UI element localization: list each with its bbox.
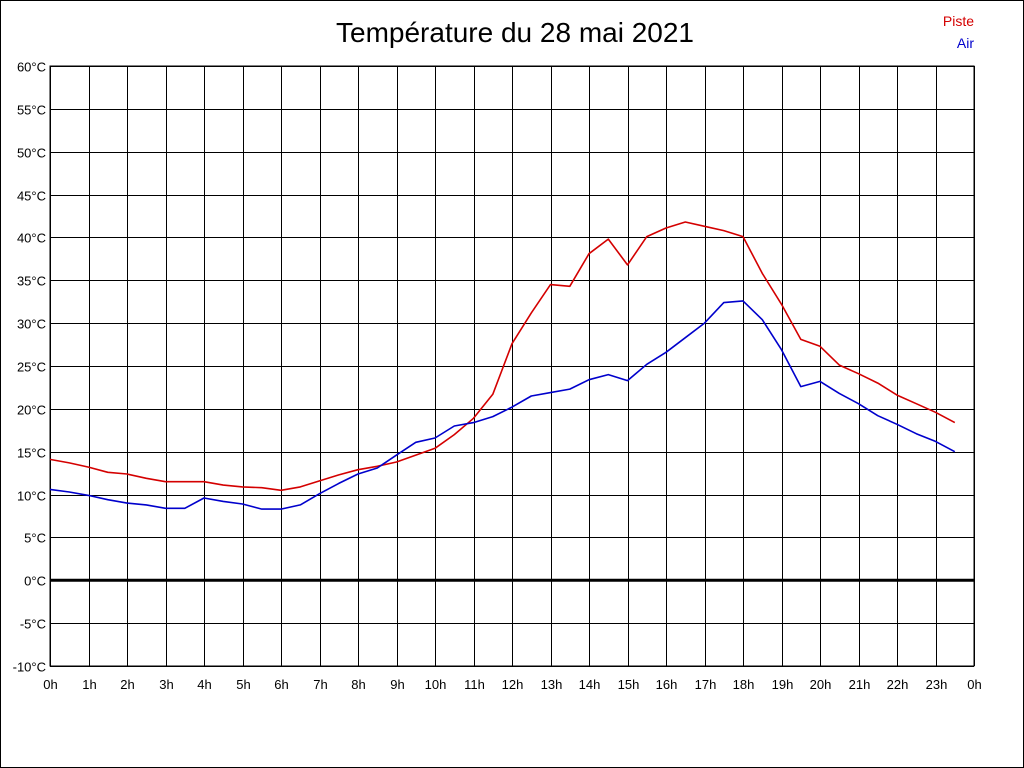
x-tick-label: 22h <box>887 677 909 692</box>
y-tick-label: 50°C <box>17 146 46 161</box>
x-tick-label: 14h <box>579 677 601 692</box>
x-tick-label: 4h <box>197 677 211 692</box>
x-tick-label: 1h <box>82 677 96 692</box>
x-tick-label: 15h <box>618 677 640 692</box>
y-tick-label: 40°C <box>17 231 46 246</box>
x-tick-label: 13h <box>541 677 563 692</box>
x-tick-label: 20h <box>810 677 832 692</box>
series-line-piste <box>49 221 956 492</box>
x-tick-label: 2h <box>120 677 134 692</box>
y-tick-label: 55°C <box>17 103 46 118</box>
y-tick-label: 10°C <box>17 489 46 504</box>
x-tick-label: 18h <box>733 677 755 692</box>
tick-labels: 0h 1h 2h 3h 4h 5h 6h 7h 8h 9h 10h 11h 12h 13h 14h 15h 16… <box>13 60 982 693</box>
y-tick-label: 25°C <box>17 360 46 375</box>
series-line-air <box>49 300 956 510</box>
x-tick-label: 21h <box>849 677 871 692</box>
x-tick-label: 10h <box>425 677 447 692</box>
x-tick-label: 16h <box>656 677 678 692</box>
x-tick-label: 0h <box>967 677 981 692</box>
grid <box>49 65 975 667</box>
y-tick-label: 0°C <box>24 574 46 589</box>
chart-title: Température du 28 mai 2021 <box>336 17 694 48</box>
y-tick-label: -5°C <box>20 617 46 632</box>
x-tick-label: 6h <box>274 677 288 692</box>
y-tick-label: 60°C <box>17 60 46 75</box>
x-tick-label: 23h <box>926 677 948 692</box>
x-tick-label: 8h <box>351 677 365 692</box>
y-tick-label: -10°C <box>13 660 46 675</box>
y-tick-label: 45°C <box>17 189 46 204</box>
x-tick-label: 19h <box>772 677 794 692</box>
y-tick-label: 5°C <box>24 531 46 546</box>
x-tick-label: 7h <box>313 677 327 692</box>
y-tick-label: 15°C <box>17 446 46 461</box>
series-layer <box>49 221 956 510</box>
x-tick-label: 9h <box>390 677 404 692</box>
x-tick-label: 3h <box>159 677 173 692</box>
x-tick-label: 11h <box>464 677 485 692</box>
y-tick-label: 30°C <box>17 317 46 332</box>
x-tick-label: 17h <box>695 677 717 692</box>
x-tick-label: 0h <box>43 677 57 692</box>
legend-piste: Piste <box>942 13 974 29</box>
legend-air: Air <box>956 35 974 51</box>
y-tick-label: 35°C <box>17 274 46 289</box>
y-tick-label: 20°C <box>17 403 46 418</box>
x-tick-label: 5h <box>236 677 250 692</box>
x-tick-label: 12h <box>502 677 524 692</box>
